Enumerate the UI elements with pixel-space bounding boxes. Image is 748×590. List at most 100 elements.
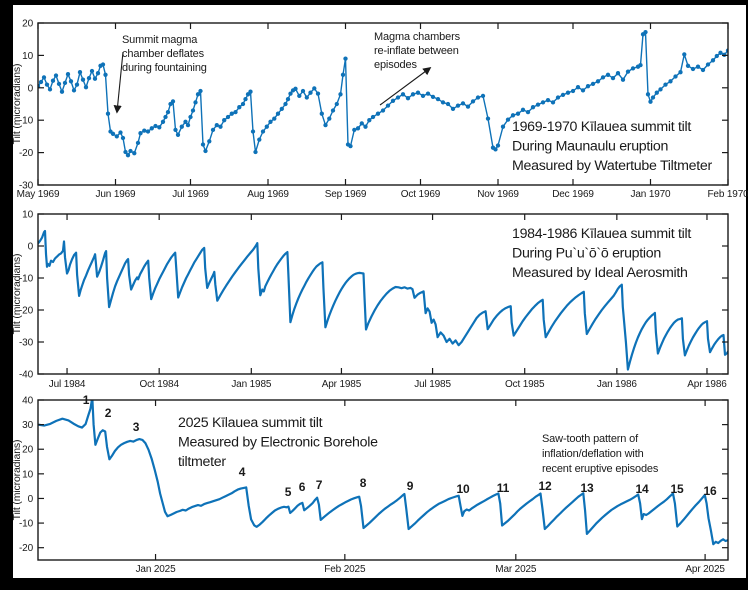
data-point-marker (555, 95, 561, 100)
x-tick-label: May 1969 (17, 189, 60, 200)
data-point-marker (253, 149, 258, 155)
data-point-marker (450, 106, 456, 112)
x-tick-label: Apr 1986 (687, 379, 727, 390)
data-point-marker (400, 92, 406, 97)
data-point-marker (279, 106, 284, 112)
data-point-marker (257, 137, 262, 142)
x-tick-label: Jan 1986 (597, 379, 638, 390)
episode-number-label: 15 (670, 482, 684, 496)
data-point-marker (243, 96, 248, 102)
data-point-marker (165, 109, 171, 115)
data-point-marker (195, 92, 201, 97)
panel-title-line: During Pu`u`ō`ō eruption (512, 246, 661, 262)
episode-number-label: 13 (580, 481, 594, 495)
data-point-marker (327, 116, 332, 121)
data-point-marker (179, 124, 184, 129)
data-point-marker (570, 88, 576, 94)
data-point-marker (340, 72, 346, 77)
x-tick-label: Apr 2025 (685, 564, 725, 575)
data-point-marker (395, 95, 401, 100)
data-point-marker (625, 69, 631, 74)
data-point-marker (505, 117, 511, 122)
data-point-marker (385, 103, 391, 108)
data-point-marker (605, 72, 611, 77)
data-point-marker (565, 90, 571, 95)
y-tick-label: 10 (22, 51, 33, 62)
data-point-marker (343, 56, 348, 61)
data-point-marker (638, 62, 643, 68)
data-point-marker (560, 92, 566, 98)
data-point-marker (272, 116, 277, 121)
x-tick-label: Jul 1969 (172, 189, 209, 200)
data-point-marker (163, 114, 168, 120)
data-point-marker (425, 91, 431, 96)
data-point-marker (229, 111, 234, 116)
data-point-marker (390, 98, 396, 103)
data-point-marker (288, 91, 293, 96)
panel-title-line: Measured by Electronic Borehole (178, 435, 378, 451)
data-point-marker (149, 126, 154, 131)
episode-number-label: 7 (316, 478, 323, 492)
x-tick-label: Feb 1970 (707, 189, 748, 200)
data-point-marker (600, 75, 606, 80)
episode-number-label: 4 (239, 465, 246, 479)
annotation-line: Magma chambers (374, 31, 461, 43)
data-point-marker (460, 101, 466, 106)
x-tick-label: Jan 1970 (631, 189, 672, 200)
data-point-marker (200, 142, 206, 147)
data-point-marker (71, 88, 77, 93)
annotation-line: recent eruptive episodes (542, 463, 659, 475)
y-axis-title: Tilt (microradians) (11, 440, 23, 521)
data-point-marker (62, 80, 68, 86)
data-point-marker (420, 93, 426, 99)
data-point-marker (493, 147, 498, 152)
data-point-marker (645, 92, 651, 97)
annotation-line: re-inflate between (374, 45, 459, 57)
data-point-marker (183, 119, 188, 124)
data-point-marker (297, 93, 302, 99)
data-point-marker (59, 89, 65, 94)
data-point-marker (380, 108, 386, 113)
data-point-marker (405, 96, 411, 101)
data-point-marker (193, 100, 198, 105)
x-tick-label: Oct 1969 (401, 189, 441, 200)
data-point-marker (575, 85, 581, 90)
panel-title-line: 1984-1986 Kīlauea summit tilt (512, 226, 691, 242)
data-point-marker (233, 109, 238, 115)
data-point-marker (100, 62, 106, 67)
y-tick-label: -20 (19, 148, 34, 159)
x-tick-label: Jan 2025 (136, 564, 177, 575)
x-tick-label: Jul 1985 (414, 379, 451, 390)
data-point-marker (495, 143, 501, 148)
data-point-marker (198, 88, 203, 94)
data-point-marker (465, 104, 471, 109)
data-point-marker (348, 143, 353, 149)
data-point-marker (595, 79, 601, 84)
y-axis-title: Tilt (microradians) (11, 254, 23, 335)
annotation-line: during fountaining (122, 62, 207, 74)
data-point-marker (89, 68, 95, 74)
data-point-marker (135, 140, 141, 146)
data-point-marker (160, 119, 166, 124)
data-point-marker (38, 79, 44, 85)
panel-kilauea-1984-1986: Jul 1984 Oct 1984 Jan 1985 Apr 1985 Jul 1985… (11, 210, 729, 390)
data-point-marker (585, 84, 591, 89)
data-point-marker (237, 105, 242, 110)
data-point-marker (83, 85, 89, 90)
data-point-marker (525, 109, 531, 115)
data-point-marker (705, 62, 711, 67)
panels-group: May 1969 Jun 1969 Jul 1969 Aug 1969 Sep 1969… (11, 19, 748, 576)
x-tick-label: Aug 1969 (247, 189, 289, 200)
episode-number-label: 8 (360, 476, 367, 490)
data-point-marker (145, 129, 151, 134)
episode-number-label: 12 (538, 479, 552, 493)
data-point-marker (210, 127, 216, 133)
data-point-marker (175, 132, 181, 137)
axes-box (37, 213, 729, 375)
y-tick-label: 0 (28, 494, 34, 505)
data-point-marker (470, 99, 476, 104)
data-point-marker (722, 52, 727, 57)
episode-number-label: 10 (456, 482, 470, 496)
axes-box (37, 22, 729, 186)
